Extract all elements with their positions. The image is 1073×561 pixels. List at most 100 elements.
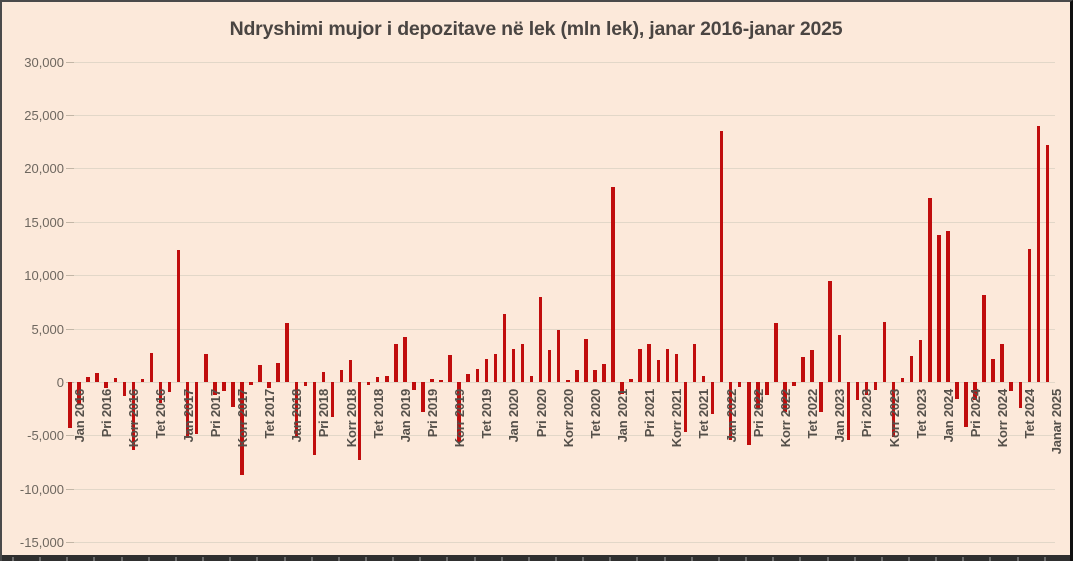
bar	[484, 358, 489, 382]
gridline	[74, 488, 1055, 490]
bar	[267, 382, 271, 389]
bar	[964, 382, 968, 427]
bar	[520, 344, 525, 382]
bar	[357, 382, 362, 460]
bottom-edge-notch	[283, 557, 286, 561]
bar	[77, 382, 81, 406]
bar	[366, 382, 371, 386]
bar	[629, 379, 633, 382]
y-axis-tick	[66, 275, 74, 277]
bar	[710, 382, 715, 415]
bar	[928, 198, 932, 382]
bar	[991, 359, 995, 382]
bar	[946, 231, 950, 382]
x-axis-label: Korr 2024	[995, 389, 1011, 448]
gridline	[74, 115, 1055, 116]
bottom-edge-notch	[229, 557, 232, 561]
bottom-edge-notch	[582, 557, 585, 561]
bar	[1027, 248, 1032, 382]
bar	[547, 349, 552, 382]
y-axis-label: 20,000	[24, 161, 64, 177]
y-axis-tick	[66, 115, 74, 116]
x-axis-label: Korr 2018	[343, 389, 359, 448]
bar	[909, 355, 914, 382]
bar	[556, 329, 561, 382]
x-axis-label: Pri 2016	[99, 389, 115, 438]
bottom-edge-notch	[636, 557, 639, 561]
bar	[448, 355, 452, 382]
bar	[140, 378, 145, 382]
bar	[647, 344, 651, 382]
bottom-edge-notch	[527, 557, 530, 561]
bar	[765, 382, 769, 396]
bottom-edge-notch	[962, 557, 965, 561]
bottom-edge-notch	[446, 557, 449, 561]
bar	[330, 382, 335, 418]
x-axis-label: Tet 2021	[696, 389, 712, 439]
bar	[828, 280, 832, 382]
y-axis-label: 5,000	[31, 321, 64, 337]
bar	[638, 348, 642, 382]
x-axis-label: Jan 2018	[289, 389, 305, 443]
bar	[1036, 125, 1041, 382]
x-axis-label: Korr 2019	[452, 389, 468, 448]
bar	[194, 382, 199, 435]
x-axis-label: Tet 2018	[370, 389, 386, 439]
bar	[819, 382, 823, 412]
bottom-edge-notch	[853, 557, 856, 561]
bar	[1018, 382, 1022, 408]
x-axis-label: Korr 2022	[777, 389, 793, 448]
gridline	[74, 221, 1055, 223]
bottom-edge-notch	[772, 557, 775, 561]
bar	[756, 382, 760, 409]
bottom-edge-notch	[39, 557, 42, 561]
y-axis-label: 15,000	[24, 214, 64, 230]
bar	[665, 348, 670, 382]
x-axis-label: Korr 2023	[886, 389, 902, 448]
x-axis-label: Tet 2022	[805, 389, 821, 439]
y-axis-tick	[66, 488, 74, 490]
bar	[240, 382, 244, 475]
bar	[285, 322, 289, 382]
bar	[529, 375, 534, 382]
bar	[122, 382, 127, 396]
y-axis-tick	[66, 168, 74, 170]
bar	[656, 360, 660, 382]
bar	[213, 382, 217, 396]
bottom-edge-notch	[364, 557, 367, 561]
x-axis-label: Tet 2016	[153, 389, 169, 439]
bar	[1009, 382, 1013, 391]
y-axis-tick	[66, 61, 74, 63]
bottom-edge-notch	[120, 557, 123, 561]
x-axis-label: Tet 2024	[1022, 389, 1038, 439]
x-axis-label: Pri 2017	[207, 389, 223, 438]
bar	[385, 375, 389, 382]
x-axis-label: Korr 2020	[560, 389, 576, 448]
bottom-edge-notch	[609, 557, 612, 561]
bar	[620, 382, 624, 394]
x-axis-label: Tet 2023	[913, 389, 929, 439]
bar	[584, 338, 588, 382]
gridline	[74, 382, 1055, 383]
y-axis-label: 0	[56, 375, 64, 390]
bottom-edge-notch	[12, 557, 14, 561]
x-axis-label: Korr 2016	[126, 389, 142, 448]
bar	[185, 382, 190, 438]
y-axis-tick	[66, 328, 74, 330]
y-axis-label: 30,000	[24, 54, 64, 70]
bar	[412, 382, 416, 390]
x-axis-label: Jan 2021	[615, 389, 630, 443]
bar	[783, 382, 787, 412]
bar	[864, 382, 869, 396]
bar	[457, 382, 461, 442]
y-axis-tick	[66, 435, 74, 437]
y-axis-label: -10,000	[19, 481, 64, 497]
bar	[566, 380, 570, 382]
chart-title: Ndryshimi mujor i depozitave në lek (mln…	[229, 18, 843, 40]
bar	[249, 382, 253, 385]
bar	[303, 382, 308, 387]
gridline	[74, 542, 1055, 544]
bottom-edge-notch	[500, 557, 503, 561]
bar	[86, 376, 90, 382]
